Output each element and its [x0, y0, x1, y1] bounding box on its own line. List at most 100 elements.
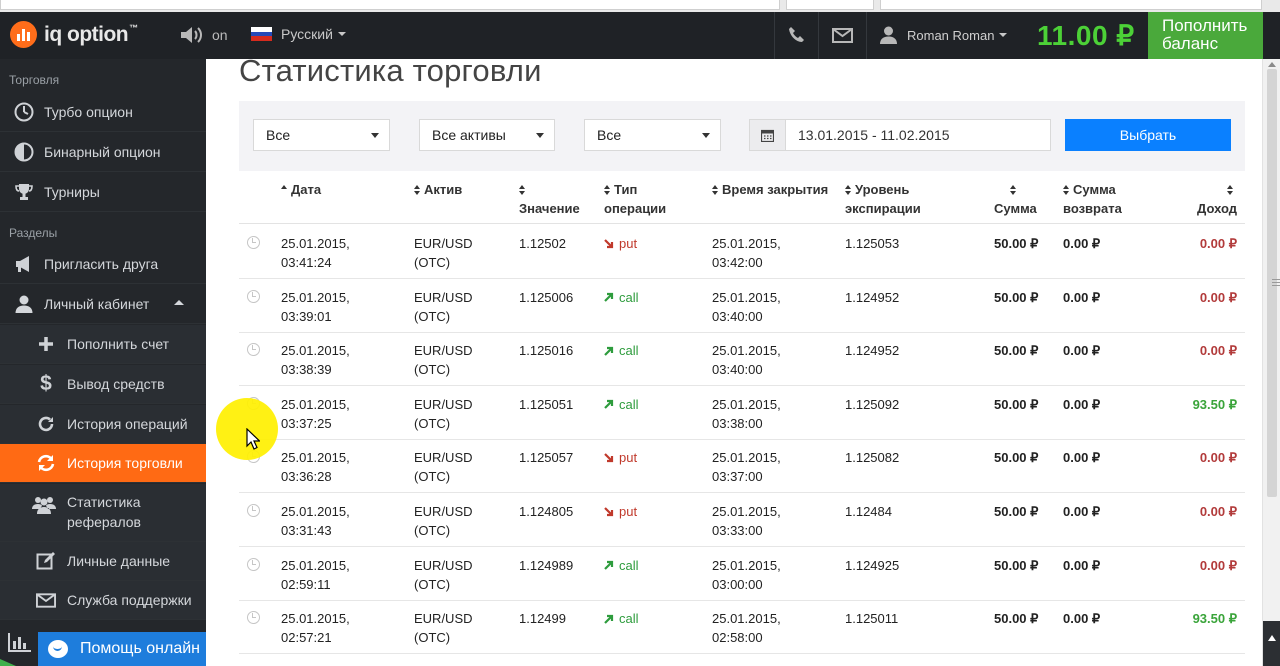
sidebar-item-label: Бинарный опцион — [44, 144, 161, 160]
sidebar-item-trading-history[interactable]: История торговли — [0, 444, 206, 483]
cell-refund: 0.00 ₽ — [1063, 450, 1101, 466]
col-asset[interactable]: Актив — [414, 180, 462, 199]
sidebar-item-withdraw[interactable]: $ Вывод средств — [0, 365, 206, 404]
sort-icon — [519, 185, 526, 195]
table-row[interactable]: 25.01.2015, 02:59:11 EUR/USD (OTC) 1.124989 c… — [239, 547, 1245, 601]
arrow-down-right-icon — [604, 453, 619, 463]
top-bar: iq option™ on Русский Roman Roman 11.00 … — [0, 12, 1280, 59]
edit-icon — [34, 549, 58, 573]
scroll-up-arrow-icon[interactable] — [1268, 62, 1276, 67]
browser-search-field[interactable] — [880, 0, 1262, 10]
table-row[interactable]: 25.01.2015, 03:41:24 EUR/USD (OTC) 1.12502 pu… — [239, 225, 1245, 279]
table-row[interactable]: 25.01.2015, 03:37:25 EUR/USD (OTC) 1.125051 c… — [239, 386, 1245, 440]
date-range-value: 13.01.2015 - 11.02.2015 — [798, 127, 950, 143]
cell-refund: 0.00 ₽ — [1063, 504, 1101, 519]
type-select[interactable]: Все — [253, 119, 390, 151]
assets-select[interactable]: Все активы — [419, 119, 555, 151]
cell-close-time: 25.01.2015, 03:42:00 — [712, 236, 781, 270]
sidebar-item-invite[interactable]: Пригласить друга — [0, 245, 206, 284]
cell-income: 0.00 ₽ — [1199, 557, 1237, 573]
help-online-button[interactable]: Помощь онлайн — [38, 632, 206, 666]
col-refund[interactable]: Сумма возврата — [1063, 182, 1122, 216]
cell-refund: 0.00 ₽ — [1063, 289, 1101, 305]
date-range-field[interactable]: 13.01.2015 - 11.02.2015 — [749, 119, 1051, 151]
table-row[interactable]: 25.01.2015, 03:36:28 EUR/USD (OTC) 1.125057 p… — [239, 439, 1245, 494]
arrow-down-right-icon — [604, 506, 619, 517]
cell-close-time: 25.01.2015, 02:58:00 — [712, 611, 781, 646]
col-close-time[interactable]: Время закрытия — [712, 180, 828, 199]
cell-date: 25.01.2015, 03:31:43 — [281, 504, 350, 538]
cell-amount: 50.00 ₽ — [994, 343, 1039, 359]
col-value[interactable]: Значение — [519, 180, 580, 218]
refresh-icon — [34, 451, 58, 475]
logo[interactable]: iq option™ — [10, 21, 138, 48]
table-row[interactable]: 25.01.2015, 03:38:39 EUR/USD (OTC) 1.125016 c… — [239, 332, 1245, 387]
sidebar-item-binary[interactable]: Бинарный опцион — [0, 133, 206, 172]
megaphone-icon — [12, 252, 36, 276]
cell-date: 25.01.2015, 03:36:28 — [281, 450, 350, 485]
bar-chart-icon[interactable] — [8, 632, 32, 652]
table-row[interactable]: 25.01.2015, 03:31:43 EUR/USD (OTC) 1.124805 p… — [239, 493, 1245, 547]
cell-refund: 0.00 ₽ — [1063, 343, 1101, 359]
scrollbar-thumb[interactable] — [1267, 69, 1280, 497]
col-amount[interactable]: Сумма — [994, 180, 1037, 218]
sidebar-item-tournaments[interactable]: Турниры — [0, 173, 206, 212]
sound-toggle[interactable]: on — [179, 25, 228, 45]
arrow-up-right-icon — [604, 346, 619, 356]
cell-asset: EUR/USD (OTC) — [414, 504, 473, 538]
help-online-label: Помощь онлайн — [80, 640, 200, 657]
table-row[interactable]: 25.01.2015, 03:39:01 EUR/USD (OTC) 1.125006 c… — [239, 279, 1245, 333]
choose-button[interactable]: Выбрать — [1065, 119, 1231, 151]
sidebar-item-operations-history[interactable]: История операций — [0, 405, 206, 444]
table-row[interactable]: 25.01.2015, 02:57:21 EUR/USD (OTC) 1.12499 ca… — [239, 600, 1245, 655]
sidebar-item-deposit[interactable]: Пополнить счет — [0, 325, 206, 364]
phone-icon[interactable] — [788, 26, 806, 44]
direction-select-value: Все — [597, 127, 622, 143]
sidebar-item-personal-data[interactable]: Личные данные — [0, 542, 206, 581]
chevron-down-icon — [337, 32, 346, 36]
sort-icon — [414, 185, 421, 195]
sidebar-item-turbo[interactable]: Турбо опцион — [0, 93, 206, 132]
sidebar-item-referral-stats[interactable]: Статистика рефералов — [0, 484, 206, 542]
cell-expiry-level: 1.125011 — [845, 611, 899, 627]
cell-direction: put — [604, 502, 637, 522]
address-bar[interactable] — [0, 0, 780, 10]
sort-icon — [1063, 185, 1070, 195]
sidebar-item-support[interactable]: Служба поддержки — [0, 581, 206, 620]
chevron-down-icon — [702, 133, 710, 138]
cell-asset: EUR/USD (OTC) — [414, 450, 473, 485]
browser-field[interactable] — [786, 0, 874, 10]
sound-label: on — [212, 27, 228, 43]
col-date[interactable]: Дата — [281, 180, 321, 199]
cell-asset: EUR/USD (OTC) — [414, 611, 473, 646]
col-income[interactable]: Доход — [1197, 180, 1237, 218]
user-menu[interactable]: Roman Roman — [880, 26, 1008, 44]
scroll-to-top-button[interactable] — [1263, 621, 1280, 666]
cell-value: 1.125006 — [519, 289, 574, 305]
language-select[interactable]: Русский — [251, 26, 346, 42]
sidebar: Торговля Турбо опцион Бинарный опцион Ту… — [0, 59, 206, 666]
cell-income: 0.00 ₽ — [1199, 450, 1237, 466]
dollar-icon: $ — [40, 372, 52, 395]
cell-expiry-level: 1.12484 — [845, 504, 892, 519]
cell-expiry-level: 1.124952 — [845, 343, 900, 359]
cell-direction: call — [604, 288, 639, 308]
sidebar-item-label: Служба поддержки — [67, 592, 192, 608]
sidebar-item-label: История операций — [67, 416, 188, 432]
arrow-up-right-icon — [604, 614, 619, 624]
sort-icon — [712, 185, 719, 195]
divider — [866, 12, 867, 59]
cell-asset: EUR/USD (OTC) — [414, 289, 473, 324]
envelope-icon[interactable] — [832, 28, 853, 43]
sidebar-item-account[interactable]: Личный кабинет — [0, 285, 206, 324]
col-expiry-level[interactable]: Уровень экспирации — [845, 182, 921, 216]
chat-icon — [48, 640, 68, 658]
direction-select[interactable]: Все — [584, 119, 721, 151]
scrollbar[interactable] — [1262, 59, 1280, 666]
col-operation-type[interactable]: Тип операции — [604, 182, 667, 216]
deposit-button[interactable]: Пополнить баланс — [1148, 12, 1263, 59]
calendar-icon[interactable] — [750, 120, 786, 150]
cell-close-time: 25.01.2015, 03:40:00 — [712, 343, 781, 378]
clock-icon — [247, 343, 260, 357]
cell-expiry-level: 1.124952 — [845, 289, 900, 305]
